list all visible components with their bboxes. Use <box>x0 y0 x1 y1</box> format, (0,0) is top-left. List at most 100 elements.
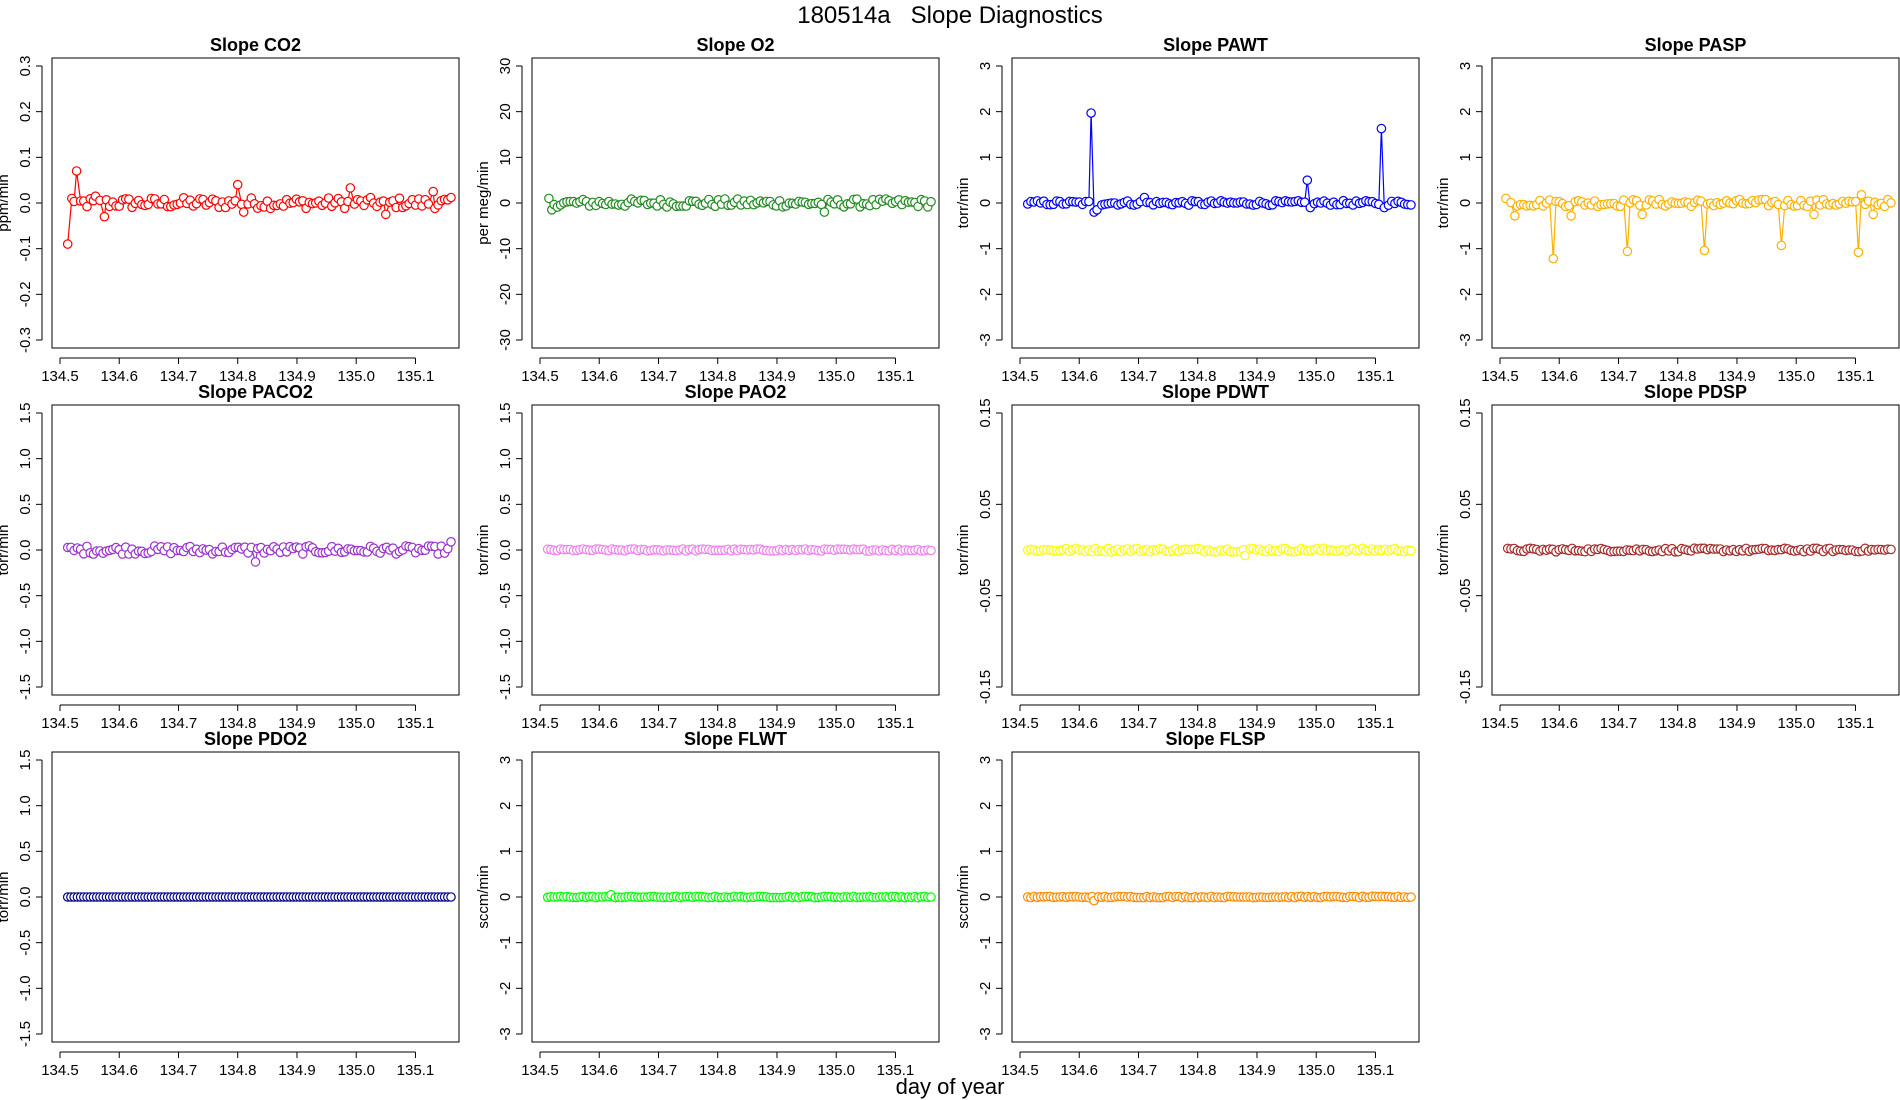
y-axis-label: torr/min <box>0 872 12 923</box>
chart-panel: Slope PDO2 torr/min 134.5 134.6 134.7 134.8 13… <box>0 729 460 1079</box>
x-tick-label: 135.1 <box>397 1062 435 1079</box>
y-tick-label: 3 <box>977 62 994 70</box>
y-tick-label: 0.0 <box>17 887 34 908</box>
x-tick-label: 134.6 <box>580 368 618 385</box>
x-tick-label: 134.8 <box>219 368 257 385</box>
x-tick-label: 134.7 <box>1120 1062 1158 1079</box>
x-tick-label: 134.6 <box>100 368 138 385</box>
y-tick-label: 0.15 <box>1457 398 1474 427</box>
x-tick-label: 134.9 <box>758 368 796 385</box>
data-point <box>1084 196 1094 207</box>
y-axis-label: torr/min <box>955 525 972 576</box>
chart-title: Slope PDO2 <box>204 729 307 749</box>
plot-frame <box>51 751 460 1043</box>
data-point <box>446 192 456 203</box>
data-point <box>1299 197 1310 207</box>
x-tick-label: 135.0 <box>817 368 855 385</box>
y-tick-label: -2 <box>1457 288 1474 301</box>
x-tick-label: 134.8 <box>219 715 257 732</box>
y-tick-label: 2 <box>977 107 994 115</box>
x-tick-label: 134.5 <box>521 368 559 385</box>
y-axis-label: torr/min <box>0 525 12 576</box>
x-tick-label: 134.9 <box>758 715 796 732</box>
x-tick-label: 134.5 <box>41 1062 79 1079</box>
y-tick-label: -0.05 <box>1457 579 1474 613</box>
data-point <box>394 193 405 203</box>
x-tick-label: 134.9 <box>1718 715 1756 732</box>
y-tick-label: 3 <box>1457 62 1474 70</box>
y-tick-label: 1.5 <box>17 750 34 771</box>
x-tick-label: 135.0 <box>337 368 375 385</box>
plot-frame <box>51 404 460 696</box>
data-point <box>345 183 356 193</box>
y-tick-label: 0 <box>1457 199 1474 207</box>
y-tick-label: -1.5 <box>497 674 514 700</box>
x-tick-label: 134.7 <box>640 1062 678 1079</box>
x-tick-label: 134.8 <box>219 1062 257 1079</box>
plot-area <box>62 536 456 567</box>
x-tick-label: 134.9 <box>758 1062 796 1079</box>
data-point <box>1699 245 1710 256</box>
y-tick-label: 2 <box>1457 107 1474 115</box>
y-tick-label: -20 <box>497 283 514 305</box>
x-tick-label: 134.6 <box>1540 715 1578 732</box>
x-tick-label: 134.7 <box>160 1062 198 1079</box>
x-tick-label: 134.5 <box>41 715 79 732</box>
y-tick-label: 1.0 <box>497 448 514 469</box>
data-point <box>250 557 261 567</box>
x-tick-label: 134.8 <box>1179 1062 1217 1079</box>
x-tick-label: 135.1 <box>877 1062 915 1079</box>
y-tick-label: -2 <box>977 288 994 301</box>
chart-title: Slope PAWT <box>1163 35 1268 55</box>
y-axis-label: sccm/min <box>955 865 972 928</box>
x-tick-label: 134.9 <box>278 368 316 385</box>
y-tick-label: -1.5 <box>17 1021 34 1047</box>
x-tick-label: 135.0 <box>337 1062 375 1079</box>
data-point <box>446 536 456 547</box>
plot-area <box>1501 190 1896 264</box>
plot-area <box>62 892 456 902</box>
chart-panel: Slope PDWT torr/min 134.5 134.6 134.7 134.8 13… <box>955 382 1420 732</box>
data-point <box>1406 892 1416 902</box>
plot-area <box>542 889 936 903</box>
data-point <box>1637 209 1647 220</box>
chart-title: Slope CO2 <box>210 35 301 55</box>
data-point <box>1240 550 1250 561</box>
data-point <box>926 892 936 902</box>
plot-frame <box>1491 404 1900 696</box>
chart-panel: Slope PAO2 torr/min 134.5 134.6 134.7 134.8 13… <box>475 382 940 732</box>
chart-panel: Slope PDSP torr/min 134.5 134.6 134.7 134.8 13… <box>1435 382 1900 732</box>
x-tick-label: 134.5 <box>1001 1062 1039 1079</box>
y-tick-label: 1.5 <box>17 403 34 424</box>
y-tick-label: -1 <box>977 936 994 949</box>
y-tick-label: 1.0 <box>17 448 34 469</box>
y-tick-label: -0.05 <box>977 579 994 613</box>
data-point <box>926 545 936 556</box>
x-tick-label: 134.6 <box>580 1062 618 1079</box>
y-tick-label: -3 <box>977 1027 994 1040</box>
x-tick-label: 134.5 <box>521 715 559 732</box>
x-tick-label: 134.6 <box>580 715 618 732</box>
x-tick-label: 134.5 <box>1001 368 1039 385</box>
y-tick-label: -1.0 <box>497 628 514 654</box>
y-tick-label: -2 <box>977 982 994 995</box>
y-tick-label: -10 <box>497 238 514 260</box>
plot-frame <box>1011 57 1420 349</box>
y-tick-label: 0.05 <box>1457 490 1474 519</box>
x-tick-label: 135.1 <box>1837 715 1875 732</box>
y-tick-label: -30 <box>497 329 514 351</box>
x-tick-label: 135.1 <box>397 368 435 385</box>
x-tick-label: 134.5 <box>521 1062 559 1079</box>
y-tick-label: 1.0 <box>17 795 34 816</box>
data-point <box>1566 211 1576 221</box>
data-point <box>1376 123 1387 134</box>
x-tick-label: 135.1 <box>397 715 435 732</box>
y-tick-label: -1.0 <box>17 975 34 1001</box>
chart-title: Slope PASP <box>1645 35 1747 55</box>
y-tick-label: -1.0 <box>17 628 34 654</box>
data-point <box>1086 108 1096 118</box>
x-tick-label: 135.1 <box>877 715 915 732</box>
y-tick-label: 2 <box>497 801 514 809</box>
